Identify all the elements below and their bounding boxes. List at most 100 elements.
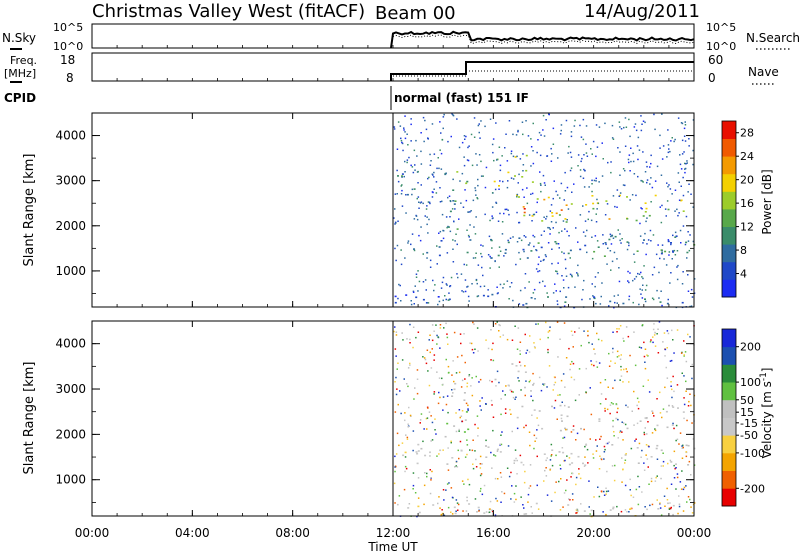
colorbar-frame bbox=[721, 120, 737, 298]
noise-cell bbox=[419, 419, 422, 421]
noise-cell bbox=[431, 339, 434, 342]
noise-cell bbox=[549, 459, 552, 461]
noise-cell bbox=[532, 213, 535, 216]
heatmap-cell bbox=[404, 451, 407, 454]
noise-cell bbox=[676, 266, 678, 268]
noise-cell bbox=[665, 264, 668, 266]
noise-cell bbox=[648, 445, 650, 448]
noise-cell bbox=[416, 155, 418, 157]
y-tick-label: 2000 bbox=[55, 427, 86, 441]
noise-cell bbox=[512, 178, 515, 180]
heatmap-cell bbox=[537, 242, 540, 244]
heatmap-cell bbox=[560, 414, 563, 416]
noise-cell bbox=[445, 283, 448, 285]
noise-cell bbox=[404, 465, 407, 468]
noise-cell bbox=[494, 188, 497, 191]
heatmap-cell bbox=[507, 241, 510, 244]
noise-cell bbox=[630, 507, 632, 510]
colorbar-segment bbox=[722, 488, 736, 507]
noise-cell bbox=[499, 164, 502, 167]
noise-cell bbox=[452, 114, 455, 117]
noise-cell bbox=[590, 148, 592, 150]
heatmap-cell bbox=[543, 453, 546, 455]
noise-cell bbox=[455, 510, 457, 512]
noise-cell bbox=[642, 151, 644, 153]
noise-cell bbox=[497, 292, 499, 294]
noise-cell bbox=[542, 114, 545, 117]
noise-cell bbox=[550, 160, 553, 162]
noise-cell bbox=[524, 394, 526, 397]
noise-cell bbox=[628, 161, 630, 164]
heatmap-cell bbox=[667, 240, 670, 243]
noise-cell bbox=[414, 387, 416, 389]
noise-cell bbox=[676, 278, 679, 281]
power-colorbar-label: Power [dB] bbox=[760, 169, 774, 234]
noise-cell bbox=[572, 499, 574, 501]
noise-cell bbox=[596, 198, 598, 201]
heatmap-cell bbox=[525, 513, 528, 515]
noise-cell bbox=[465, 135, 467, 138]
noise-cell bbox=[608, 365, 611, 367]
noise-cell bbox=[514, 449, 517, 451]
noise-cell bbox=[472, 352, 475, 354]
noise-cell bbox=[398, 495, 401, 497]
noise-cell bbox=[661, 204, 663, 207]
noise-cell bbox=[693, 502, 696, 504]
noise-cell bbox=[649, 341, 652, 343]
noise-cell bbox=[602, 511, 604, 513]
noise-cell bbox=[553, 384, 555, 386]
noise-cell bbox=[611, 465, 614, 467]
noise-cell bbox=[562, 220, 565, 222]
noise-cell bbox=[517, 129, 519, 132]
heatmap-cell bbox=[530, 390, 532, 392]
noise-cell bbox=[436, 245, 438, 247]
noise-cell bbox=[588, 506, 590, 508]
noise-cell bbox=[620, 369, 622, 371]
noise-cell bbox=[543, 384, 545, 386]
noise-cell bbox=[664, 348, 667, 351]
noise-cell bbox=[485, 439, 487, 442]
noise-cell bbox=[628, 244, 630, 247]
heatmap-cell bbox=[580, 427, 582, 430]
noise-cell bbox=[647, 421, 649, 423]
noise-cell bbox=[603, 451, 606, 453]
heatmap-cell bbox=[670, 242, 672, 244]
noise-cell bbox=[465, 402, 468, 405]
noise-cell bbox=[636, 422, 639, 425]
noise-cell bbox=[666, 156, 668, 158]
colorbar-segment bbox=[722, 452, 736, 471]
noise-cell bbox=[674, 254, 677, 256]
noise-cell bbox=[672, 234, 674, 237]
noise-cell bbox=[500, 413, 502, 416]
noise-cell bbox=[396, 244, 399, 247]
noise-cell bbox=[433, 188, 435, 190]
noise-cell bbox=[670, 385, 672, 387]
noise-cell bbox=[442, 237, 445, 240]
noise-cell bbox=[455, 460, 458, 463]
noise-cell bbox=[544, 469, 546, 472]
noise-cell bbox=[658, 297, 660, 299]
noise-cell bbox=[517, 130, 519, 133]
noise-cell bbox=[477, 184, 479, 187]
noise-cell bbox=[579, 175, 582, 178]
noise-cell bbox=[593, 179, 596, 182]
noise-cell bbox=[635, 129, 638, 132]
noise-cell bbox=[487, 289, 489, 291]
noise-cell bbox=[591, 190, 593, 193]
noise-cell bbox=[415, 139, 417, 142]
noise-cell bbox=[556, 272, 559, 275]
noise-cell bbox=[498, 146, 501, 148]
heatmap-cell bbox=[525, 302, 528, 305]
noise-cell bbox=[683, 354, 685, 356]
noise-cell bbox=[474, 257, 477, 259]
noise-cell bbox=[688, 249, 691, 252]
colorbar-frame bbox=[721, 328, 737, 507]
noise-cell bbox=[644, 367, 647, 370]
noise-cell bbox=[496, 286, 498, 288]
noise-cell bbox=[417, 182, 419, 184]
noise-cell bbox=[467, 295, 470, 298]
colorbar-segment bbox=[722, 346, 736, 365]
colorbar-tick-label: 50 bbox=[740, 394, 754, 407]
noise-cell bbox=[431, 439, 434, 441]
noise-cell bbox=[591, 179, 593, 182]
